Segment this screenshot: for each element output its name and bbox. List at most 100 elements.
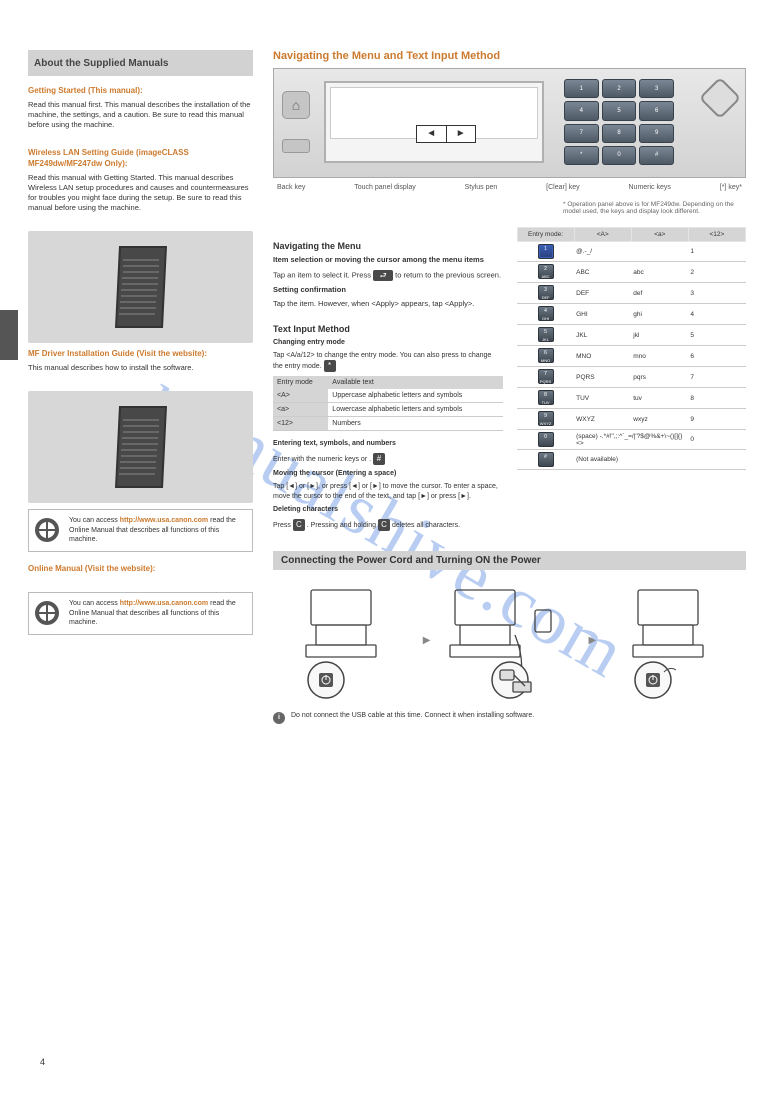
link-box-online: You can access http://www.usa.canon.com … xyxy=(28,592,253,634)
table-cell: (Not available) xyxy=(574,450,688,470)
control-panel: ⌂ ◄► 123 456 789 *0# xyxy=(273,68,746,178)
key-cell: # xyxy=(517,450,574,470)
nav-p1b: Tap an item to select it. Press xyxy=(273,270,371,279)
table-cell: def xyxy=(631,283,688,304)
th: <12> xyxy=(688,228,745,242)
del-p1: Press xyxy=(273,521,293,528)
input-heading: Text Input Method xyxy=(273,324,503,334)
table-cell: (space) -.*#!",;:^`_=/|'?$@%&+\~()[]{}<> xyxy=(574,430,688,450)
cursor-h: Moving the cursor (Entering a space) xyxy=(273,470,396,477)
key-cell: 5JKL xyxy=(517,325,574,346)
table-cell: MNO xyxy=(574,346,631,367)
keycap-icon: 0 xyxy=(538,432,554,447)
keycap-icon: 4GHI xyxy=(538,306,554,321)
url[interactable]: http://www.usa.canon.com xyxy=(120,517,208,524)
enter-p: Enter with the numeric keys or . xyxy=(273,456,371,463)
keycap-icon: 6MNO xyxy=(538,348,554,363)
change-h: Changing entry mode xyxy=(273,339,345,346)
table-cell: 8 xyxy=(688,388,745,409)
block-driver-guide: MF Driver Installation Guide (Visit the … xyxy=(28,349,253,373)
table-cell: ghi xyxy=(631,304,688,325)
table-cell: 5 xyxy=(688,325,745,346)
callout-numeric: Numeric keys xyxy=(629,184,671,191)
table-row: # (Not available) xyxy=(517,450,746,470)
heading: Getting Started (This manual): xyxy=(28,86,253,97)
body: This manual describes how to install the… xyxy=(28,363,253,373)
keycap-icon: 8TUV xyxy=(538,390,554,405)
start-button[interactable] xyxy=(699,77,741,119)
cursor-arrows[interactable]: ◄► xyxy=(416,125,476,143)
back-button[interactable] xyxy=(282,139,310,153)
td: <A> xyxy=(273,389,328,403)
th: <a> xyxy=(631,228,688,242)
step-off xyxy=(273,580,419,702)
callout-back: Back key xyxy=(277,184,305,191)
table-cell: 3 xyxy=(688,283,745,304)
table-row: 4GHIGHIghi4 xyxy=(517,304,746,325)
del-h: Deleting characters xyxy=(273,506,338,513)
keycap-icon: # xyxy=(538,452,554,467)
table-cell: tuv xyxy=(631,388,688,409)
touch-display[interactable]: ◄► xyxy=(324,81,544,163)
nav-p1c: to return to the previous screen. xyxy=(395,270,501,279)
nav-conf-b: Tap the item. However, when <Apply> appe… xyxy=(273,299,503,310)
table-cell: 7 xyxy=(688,367,745,388)
link-box-driver: You can access http://www.usa.canon.com … xyxy=(28,509,253,551)
table-row: 6MNOMNOmno6 xyxy=(517,346,746,367)
note-text: Do not connect the USB cable at this tim… xyxy=(291,712,534,724)
del-p3: deletes all characters. xyxy=(392,521,460,528)
th: Entry mode: xyxy=(517,228,574,242)
callout-display: Touch panel display xyxy=(354,184,416,191)
keycap-icon: 1 xyxy=(538,244,554,259)
key-cell: 7PQRS xyxy=(517,367,574,388)
key-cell: 4GHI xyxy=(517,304,574,325)
callout-clear: [Clear] key xyxy=(546,184,579,191)
table-cell: wxyz xyxy=(631,409,688,430)
enter-h: Entering text, symbols, and numbers xyxy=(273,440,396,447)
numeric-keypad[interactable]: 123 456 789 *0# xyxy=(564,79,674,165)
key-cell: 2ABC xyxy=(517,262,574,283)
entry-mode-table: Entry modeAvailable text <A>Uppercase al… xyxy=(273,376,503,431)
url[interactable]: http://www.usa.canon.com xyxy=(120,600,208,607)
table-cell: jkl xyxy=(631,325,688,346)
table-cell xyxy=(688,450,745,470)
table-row: 5JKLJKLjkl5 xyxy=(517,325,746,346)
table-row: 0 (space) -.*#!",;:^`_=/|'?$@%&+\~()[]{}<… xyxy=(517,430,746,450)
table-cell: JKL xyxy=(574,325,631,346)
td: Lowercase alphabetic letters and symbols xyxy=(328,403,502,417)
callout-sym: [*] key* xyxy=(720,184,742,191)
table-row: 3DEFDEFdef3 xyxy=(517,283,746,304)
chevron-right-icon: ▶ xyxy=(589,635,597,646)
key-cell: 6MNO xyxy=(517,346,574,367)
keycap-icon: 9WXYZ xyxy=(538,411,554,426)
home-button[interactable]: ⌂ xyxy=(282,91,310,119)
manual-illustration-2 xyxy=(28,391,253,503)
td: <12> xyxy=(273,417,328,431)
table-cell: 1 xyxy=(688,242,745,262)
table-cell: DEF xyxy=(574,283,631,304)
power-section-header: Connecting the Power Cord and Turning ON… xyxy=(273,551,746,570)
table-row: 7PQRS PQRSpqrs7 xyxy=(517,367,746,388)
table-cell: abc xyxy=(631,262,688,283)
th: Entry mode xyxy=(273,376,328,389)
nav-conf-a: Setting confirmation xyxy=(273,285,346,294)
body: Read this manual first. This manual desc… xyxy=(28,100,253,130)
heading: MF Driver Installation Guide (Visit the … xyxy=(28,349,253,360)
table-row: 8TUVTUVtuv8 xyxy=(517,388,746,409)
table-cell: GHI xyxy=(574,304,631,325)
table-cell: ABC xyxy=(574,262,631,283)
table-cell: mno xyxy=(631,346,688,367)
callout-row: Back key Touch panel display Stylus pen … xyxy=(273,184,746,193)
table-row: 1@.-_/1 xyxy=(517,242,746,262)
nav-heading: Navigating the Menu xyxy=(273,241,503,251)
manual-illustration-1 xyxy=(28,231,253,343)
nav-p1a: Item selection or moving the cursor amon… xyxy=(273,255,484,264)
keycap-icon: 7PQRS xyxy=(538,369,554,384)
clear-key-icon: C xyxy=(293,519,305,531)
td: Uppercase alphabetic letters and symbols xyxy=(328,389,502,403)
table-cell: pqrs xyxy=(631,367,688,388)
table-cell: PQRS xyxy=(574,367,631,388)
section-header: About the Supplied Manuals xyxy=(28,50,253,76)
back-key-icon: ⮐ xyxy=(373,270,393,281)
key-cell: 0 xyxy=(517,430,574,450)
